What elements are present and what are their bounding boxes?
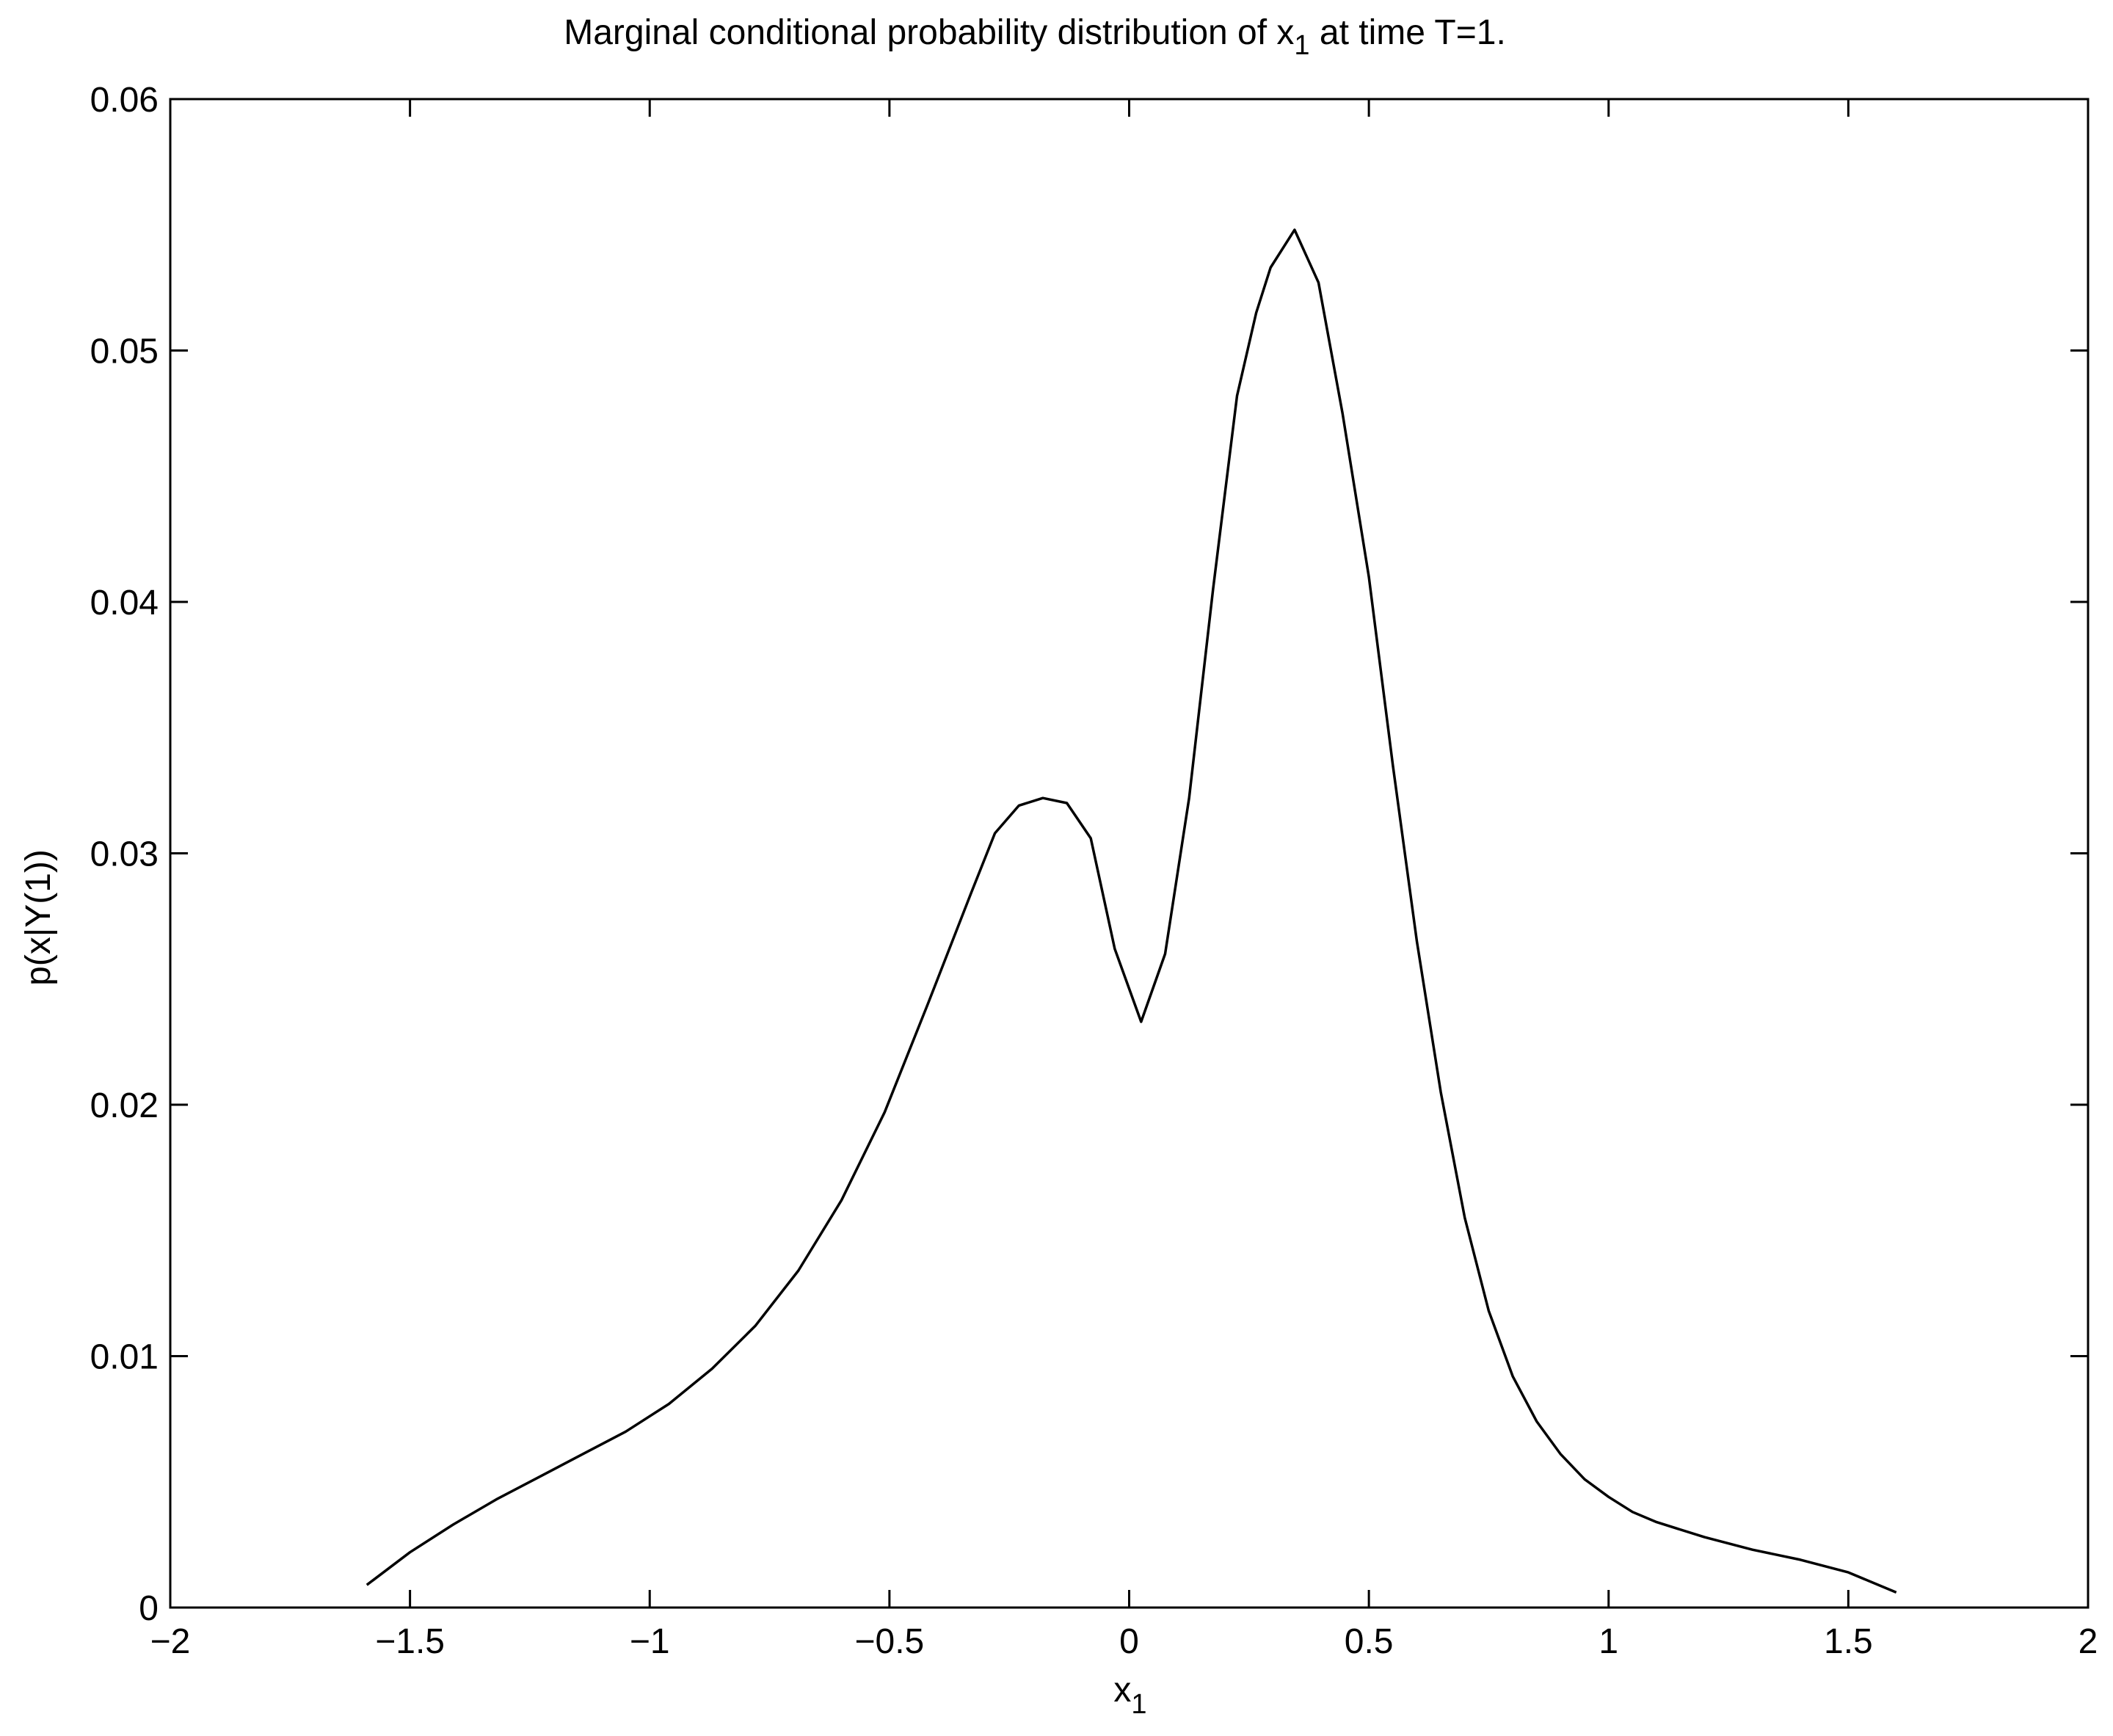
- x-axis-label-main: x: [1113, 1671, 1131, 1710]
- y-tick-label: 0.01: [90, 1338, 159, 1377]
- y-tick-label: 0.05: [90, 333, 159, 371]
- y-tick-label: 0.03: [90, 835, 159, 874]
- x-tick-label: 0: [1119, 1622, 1139, 1661]
- axes-box: [170, 99, 2088, 1608]
- chart-title: Marginal conditional probability distrib…: [564, 13, 1506, 61]
- y-tick-label: 0.06: [90, 81, 159, 120]
- y-axis-label: p(x|Y(1)): [19, 849, 58, 986]
- y-tick-label: 0.02: [90, 1086, 159, 1125]
- x-tick-label: −1.5: [375, 1622, 445, 1661]
- x-tick-label: −0.5: [854, 1622, 924, 1661]
- chart-title-suffix: at time T=1.: [1310, 13, 1506, 52]
- density-line: [367, 230, 1896, 1592]
- y-tick-label: 0: [139, 1589, 159, 1628]
- x-tick-label: 1: [1599, 1622, 1618, 1661]
- x-tick-label: 0.5: [1345, 1622, 1394, 1661]
- x-axis-label-subscript: 1: [1131, 1689, 1146, 1720]
- x-tick-label: 1.5: [1824, 1622, 1873, 1661]
- plot-area: −2 −1.5 −1 −0.5 0 0.5 1 1.5 200.010.020.030.040.…: [90, 81, 2098, 1661]
- chart-title-prefix: Marginal conditional probability distrib…: [564, 13, 1294, 52]
- x-tick-label: −1: [630, 1622, 670, 1661]
- x-tick-label: 2: [2079, 1622, 2098, 1661]
- x-axis-label: x1: [1113, 1671, 1146, 1720]
- chart-title-subscript: 1: [1294, 30, 1309, 61]
- y-tick-label: 0.04: [90, 584, 159, 622]
